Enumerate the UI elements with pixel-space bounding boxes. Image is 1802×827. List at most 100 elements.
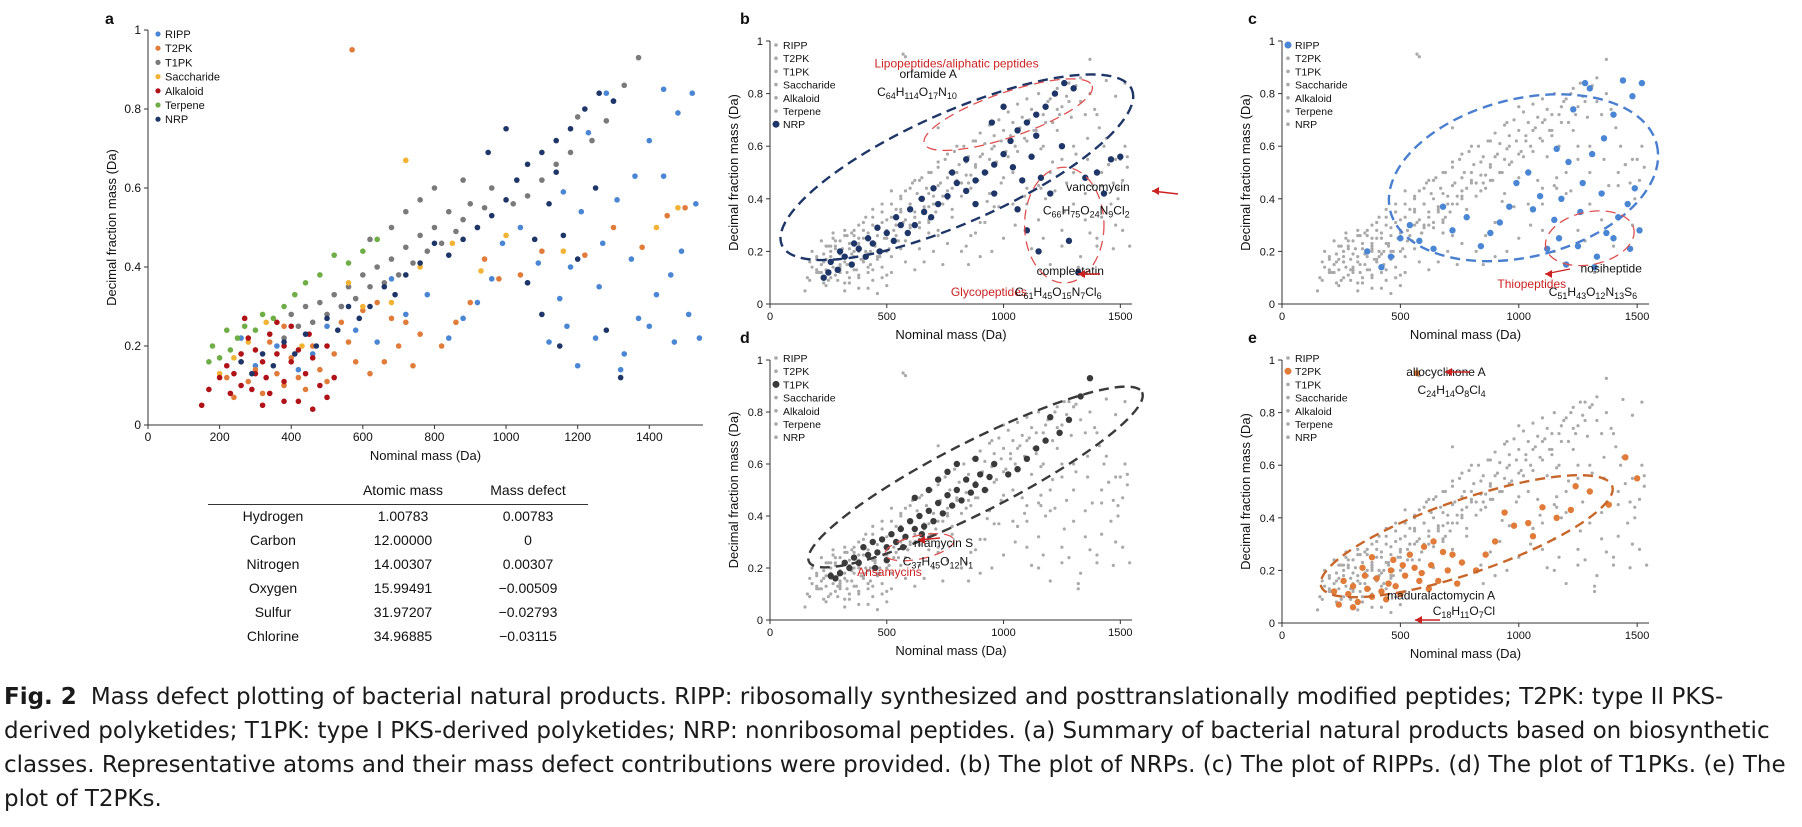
point-background <box>1377 568 1381 573</box>
point-t2pk <box>1378 588 1385 595</box>
point-background <box>1339 597 1343 601</box>
point-background <box>1505 120 1509 125</box>
point-background <box>1481 500 1485 504</box>
point-background <box>966 579 971 583</box>
point-background <box>1370 244 1374 248</box>
x-tick-label: 1500 <box>1108 627 1132 639</box>
point-background <box>1015 524 1020 529</box>
point-background <box>1356 255 1360 259</box>
point-background <box>1025 139 1029 143</box>
point-background <box>1025 415 1029 419</box>
point-t2pk <box>245 378 252 385</box>
y-tick-label: 0 <box>134 418 141 432</box>
point-t1pk <box>1056 429 1063 436</box>
point-background <box>1536 497 1540 501</box>
point-terpene <box>227 347 234 353</box>
legend-marker-saccharide <box>774 82 778 87</box>
point-background <box>1039 147 1043 151</box>
point-background <box>1072 202 1076 206</box>
point-saccharide <box>263 319 269 326</box>
point-background <box>950 524 954 529</box>
point-background <box>1623 482 1627 486</box>
point-background <box>1637 547 1642 551</box>
point-background <box>1043 423 1048 427</box>
point-background <box>1353 566 1357 570</box>
point-background <box>815 268 819 272</box>
point-background <box>915 191 919 196</box>
annotation: nosiheptide <box>1581 261 1643 275</box>
point-background <box>850 231 854 235</box>
point-background <box>1398 537 1402 541</box>
point-background <box>1628 181 1632 185</box>
point-background <box>1365 553 1369 557</box>
point-background <box>819 239 823 243</box>
point-background <box>1422 521 1426 525</box>
point-ripp <box>1553 145 1560 153</box>
point-background <box>871 532 875 536</box>
point-background <box>1074 402 1078 406</box>
point-background <box>1036 410 1041 414</box>
point-background <box>1011 439 1015 443</box>
point-background <box>906 548 910 552</box>
point-background <box>931 566 936 570</box>
point-background <box>1521 155 1526 159</box>
point-background <box>1564 489 1568 494</box>
point-background <box>1389 545 1393 549</box>
point-background <box>1460 194 1464 198</box>
point-background <box>1526 489 1530 494</box>
point-background <box>1436 260 1440 264</box>
point-t2pk <box>1359 564 1366 571</box>
point-nrp <box>927 214 935 221</box>
point-background <box>987 441 992 445</box>
point-background <box>1356 608 1360 612</box>
point-background <box>854 584 859 588</box>
point-background <box>1640 144 1644 148</box>
point-t1pk <box>621 82 628 89</box>
point-background <box>1069 433 1073 437</box>
point-background <box>1032 128 1036 133</box>
point-nrp <box>848 261 855 268</box>
point-t2pk <box>1354 598 1361 606</box>
table-cell: 15.99491 <box>373 580 433 596</box>
caption-text: Mass defect plotting of bacterial natura… <box>4 684 1786 812</box>
point-background <box>1001 128 1006 133</box>
point-background <box>1055 107 1059 111</box>
legend-marker-ripp <box>1286 356 1290 360</box>
annotation: Glycopeptides <box>951 285 1027 299</box>
point-background <box>1555 176 1559 180</box>
y-tick-label: 0.4 <box>748 194 763 206</box>
legend-label-saccharide: Saccharide <box>165 72 220 84</box>
point-background <box>833 556 837 560</box>
table-row: Oxygen 15.99491 −0.00509 <box>208 577 588 601</box>
point-background <box>896 239 901 243</box>
point-background <box>1436 526 1440 530</box>
y-tick-label: 1 <box>757 355 763 367</box>
point-background <box>1111 563 1115 568</box>
point-background <box>1595 418 1599 423</box>
point-background <box>1590 471 1594 475</box>
point-background <box>810 249 814 253</box>
point-nrp <box>1014 206 1021 213</box>
point-background <box>899 197 903 201</box>
point-background <box>1505 439 1509 444</box>
legend-marker-saccharide <box>1286 395 1290 400</box>
point-background <box>1389 226 1393 230</box>
point-background <box>1356 289 1360 293</box>
legend-marker-t1pk <box>774 69 778 74</box>
point-background <box>1410 558 1414 562</box>
point-background <box>1360 276 1365 280</box>
point-background <box>1391 249 1395 253</box>
point-nrp <box>1100 190 1108 197</box>
point-t1pk <box>1047 414 1054 421</box>
point-background <box>875 257 880 261</box>
point-terpene <box>374 236 380 243</box>
point-background <box>1484 234 1488 238</box>
point-background <box>1604 92 1608 96</box>
y-tick-label: 0.4 <box>748 511 763 523</box>
point-background <box>1365 568 1369 573</box>
point-background <box>1417 537 1421 541</box>
point-nrp <box>991 161 998 168</box>
point-background <box>866 569 870 573</box>
point-ripp <box>403 311 409 318</box>
point-background <box>1060 423 1064 427</box>
